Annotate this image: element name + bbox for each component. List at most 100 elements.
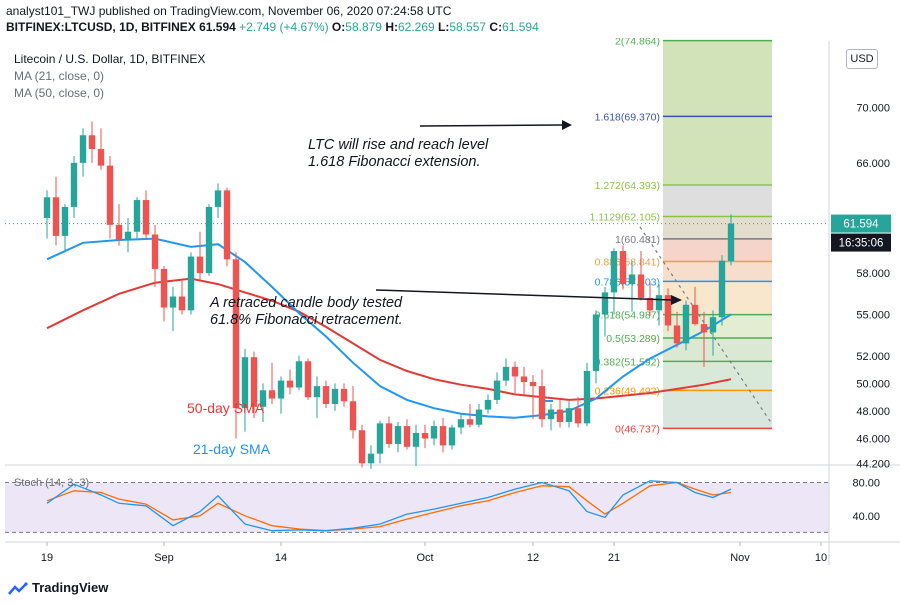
candle-body bbox=[88, 135, 96, 150]
price-tick-label: 66.000 bbox=[856, 158, 890, 170]
fib-zone-10 bbox=[663, 390, 772, 429]
candle-body bbox=[421, 432, 429, 439]
high-value: 62.269 bbox=[397, 20, 435, 34]
candle-body bbox=[178, 296, 186, 311]
time-tick-label: 19 bbox=[41, 552, 53, 564]
candle-body bbox=[628, 274, 636, 285]
candle-body bbox=[106, 165, 114, 225]
currency-button[interactable]: USD bbox=[846, 49, 878, 69]
candle-body bbox=[340, 388, 348, 402]
time-tick-label: 21 bbox=[608, 552, 620, 564]
candle-body bbox=[484, 399, 492, 410]
candle-body bbox=[727, 223, 735, 261]
candle-body bbox=[592, 314, 600, 371]
candle-body bbox=[43, 197, 51, 218]
candle-body bbox=[493, 380, 501, 400]
candle-body bbox=[124, 231, 132, 241]
candle-body bbox=[304, 361, 312, 398]
candle-body bbox=[556, 409, 564, 422]
candle-body bbox=[367, 453, 375, 464]
candle-body bbox=[142, 200, 150, 235]
candle-body bbox=[700, 324, 708, 333]
fib-zone-0 bbox=[663, 40, 772, 117]
stoch-title: Stoch (14, 3, 3) bbox=[14, 477, 89, 489]
candle-body bbox=[529, 381, 537, 387]
annotation-ltc-rise-line1: LTC will rise and reach level bbox=[308, 137, 489, 153]
candle-body bbox=[394, 426, 402, 445]
fib-level-label: 0.886(58.841) bbox=[595, 257, 660, 269]
candle-body bbox=[268, 390, 276, 399]
annotation-arrow-2 bbox=[375, 289, 674, 301]
fib-zone-7 bbox=[663, 314, 772, 339]
fib-level-label: 1.618(69.370) bbox=[595, 111, 660, 123]
price-chart[interactable]: 2(74.864) 1.618(69.370) 1.272(64.393) 1.112… bbox=[0, 38, 900, 606]
candle-body bbox=[511, 366, 519, 377]
candle-body bbox=[358, 430, 366, 464]
candle-body bbox=[295, 361, 303, 388]
low-value: 58.557 bbox=[449, 20, 487, 34]
last-price-badge-text: 61.594 bbox=[843, 219, 879, 231]
chart-title: Litecoin / U.S. Dollar, 1D, BITFINEX bbox=[14, 52, 206, 66]
candle-body bbox=[610, 251, 618, 293]
tradingview-logo: TradingView bbox=[8, 580, 108, 596]
candle-body bbox=[385, 423, 393, 445]
candle-body bbox=[97, 149, 105, 166]
annotation-arrowhead-1 bbox=[562, 120, 572, 130]
label-21-day-sma: 21-day SMA bbox=[193, 441, 271, 457]
candle-body bbox=[403, 426, 411, 447]
time-tick-label: Sep bbox=[154, 552, 174, 564]
symbol-quote-line: BITFINEX:LTCUSD, 1D, BITFINEX 61.594 +2.… bbox=[6, 20, 539, 34]
fib-level-label: 0.5(53.289) bbox=[606, 333, 660, 345]
candle-body bbox=[79, 135, 87, 163]
open-label: O: bbox=[331, 20, 346, 34]
fib-level-label: 0.618(54.987) bbox=[595, 310, 660, 322]
candle-body bbox=[52, 197, 60, 236]
last-price: 61.594 bbox=[199, 20, 236, 34]
ma50-legend[interactable]: MA (50, close, 0) bbox=[14, 86, 105, 100]
label-50-day-sma: 50-day SMA bbox=[187, 400, 265, 416]
candle-body bbox=[430, 426, 438, 439]
fib-zone-8 bbox=[663, 338, 772, 362]
stoch-tick-label: 80.00 bbox=[852, 478, 880, 490]
candle-body bbox=[286, 380, 294, 388]
price-tick-label: 52.000 bbox=[856, 351, 890, 363]
fib-level-label: 1.1129(62.105) bbox=[590, 212, 660, 224]
time-tick-label: Oct bbox=[416, 552, 433, 564]
candle-body bbox=[583, 370, 591, 424]
low-label: L: bbox=[438, 20, 450, 34]
candle-body bbox=[196, 256, 204, 274]
candle-body bbox=[205, 206, 213, 274]
stoch-tick-label: 40.00 bbox=[852, 511, 880, 523]
fib-zone-3 bbox=[663, 216, 772, 239]
candle-body bbox=[259, 390, 267, 407]
price-tick-label: 70.000 bbox=[856, 103, 890, 115]
fib-zone-9 bbox=[663, 361, 772, 391]
candle-body bbox=[502, 366, 510, 381]
stoch-band bbox=[5, 482, 829, 533]
ma21-line bbox=[46, 237, 732, 419]
candle-body bbox=[376, 423, 384, 454]
fib-level-label: 1.272(64.393) bbox=[595, 180, 660, 192]
candle-body bbox=[133, 200, 141, 232]
candle-body bbox=[151, 234, 159, 269]
candle-body bbox=[277, 380, 285, 399]
candle-body bbox=[646, 297, 654, 311]
candle-body bbox=[115, 224, 123, 241]
countdown-badge-text: 16:35:06 bbox=[839, 238, 884, 250]
candle-body bbox=[241, 357, 249, 409]
candle-body bbox=[466, 419, 474, 425]
publisher-line: analyst101_TWJ published on TradingView.… bbox=[6, 4, 452, 18]
price-tick-label: 44.200 bbox=[856, 458, 890, 470]
candle-body bbox=[475, 409, 483, 425]
annotation-arrowhead-2 bbox=[671, 295, 682, 305]
candle-body bbox=[664, 295, 672, 326]
fib-level-label: 0.382(51.592) bbox=[595, 356, 660, 368]
price-tick-label: 46.000 bbox=[856, 434, 890, 446]
fib-zone-4 bbox=[663, 238, 772, 262]
fib-zone-5 bbox=[663, 261, 772, 282]
ma21-legend[interactable]: MA (21, close, 0) bbox=[14, 69, 105, 83]
time-tick-label: 10 bbox=[815, 552, 827, 564]
candle-body bbox=[439, 426, 447, 446]
stochastic-panel: Stoch (14, 3, 3) 80.00 40.00 bbox=[5, 477, 880, 533]
last-price-badge bbox=[831, 214, 891, 233]
